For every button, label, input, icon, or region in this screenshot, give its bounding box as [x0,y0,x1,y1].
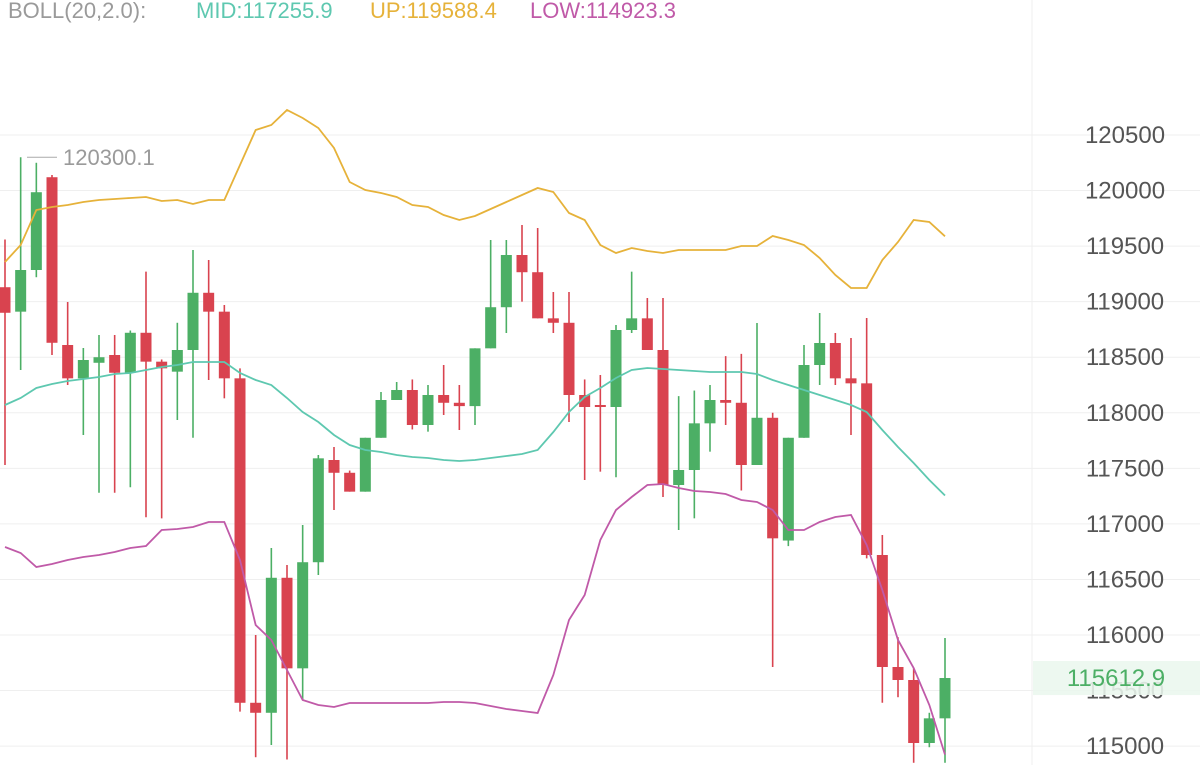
candle-body [579,395,591,407]
candle-body [328,460,340,473]
candle-body [93,357,105,363]
candle-body [735,402,747,465]
candle-body [500,255,512,308]
indicator-line [4,361,946,497]
candle-body [908,680,920,743]
candle-body [77,360,89,379]
y-tick-label: 116000 [1086,622,1164,649]
candle-body [782,437,794,541]
y-tick-label: 116500 [1086,566,1164,593]
candle-body [688,423,700,470]
candle-body [218,311,230,379]
candle-body [203,292,215,312]
candle-body [657,350,669,485]
candle-body [375,400,387,438]
candle-body [532,272,544,319]
y-tick-label: 118000 [1086,400,1164,427]
candle-body [46,177,58,343]
y-tick-label: 119500 [1086,233,1164,260]
y-tick-label: 117000 [1086,511,1164,538]
candle-body [939,678,951,719]
candle-body [814,343,826,365]
candle-body [250,702,262,713]
candle-body [124,332,136,373]
candle-body [297,562,309,669]
legend-entry: LOW:114923.3 [530,0,676,23]
y-tick-label: 120500 [1085,122,1165,149]
candle-body [516,255,528,273]
y-tick-label: 120000 [1085,178,1165,205]
candle-body [720,400,732,403]
candle-body [845,378,857,384]
candle-body [563,322,575,395]
candle-body [391,390,403,400]
indicator-label: BOLL(20,2.0): [8,0,146,23]
y-tick-label: 119000 [1086,289,1164,316]
candle-body [234,378,246,703]
candle-body [62,345,74,379]
y-tick-label: 117500 [1086,455,1164,482]
candle-body [469,348,481,407]
candle-body [767,417,779,539]
candle-body [704,400,716,424]
candle-body [187,292,199,350]
legend-entry: UP:119588.4 [370,0,497,23]
candle-body [641,318,653,350]
candle-body [829,343,841,379]
candle-body [798,365,810,438]
candle-body [15,270,27,312]
candle-body [673,470,685,485]
candle-body [422,395,434,425]
candle-body [626,318,638,330]
indicator-line [4,483,946,755]
candle-body [892,667,904,680]
y-tick-label: 115000 [1086,733,1164,760]
candle-body [923,718,935,743]
candle-body [140,332,152,362]
candle-body [344,472,356,492]
candle-body [265,577,277,713]
candle-body [751,417,763,465]
candle-body [547,318,559,323]
candle-body [30,192,42,270]
candle-body [594,405,606,407]
candle-body [485,307,497,349]
last-price-label: 115612.9 [1067,665,1165,692]
candle-body [610,330,622,407]
candle-body [109,355,121,373]
candle-body [156,361,168,369]
candle-body [876,555,888,667]
candle-body [453,402,465,407]
candle-body [359,437,371,492]
indicator-line [4,108,946,289]
candle-body [0,287,11,313]
candle-body [861,383,873,555]
last-price-box [1033,661,1200,696]
y-tick-label: 118500 [1086,344,1164,371]
legend-entry: MID:117255.9 [196,0,333,23]
candle-body [406,390,418,425]
max-high-label: 120300.1 [63,145,155,170]
candle-body [281,577,293,669]
candle-body [438,395,450,403]
candle-body [171,350,183,372]
candle-body [312,458,324,563]
